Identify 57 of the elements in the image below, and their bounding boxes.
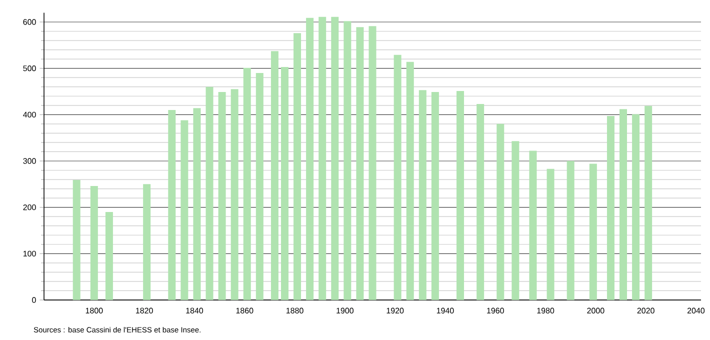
bar bbox=[431, 92, 439, 300]
bar bbox=[566, 160, 574, 300]
bar bbox=[318, 16, 326, 300]
bar bbox=[193, 108, 201, 300]
y-tick-label: 300 bbox=[23, 158, 36, 164]
bar bbox=[476, 104, 484, 300]
bar bbox=[632, 114, 640, 300]
bar bbox=[72, 180, 80, 300]
x-tick-label: 2040 bbox=[687, 308, 705, 314]
bar bbox=[456, 91, 464, 300]
bar bbox=[143, 184, 151, 300]
bar bbox=[496, 124, 504, 300]
bar bbox=[620, 109, 628, 300]
bar bbox=[356, 27, 364, 300]
bar bbox=[280, 66, 288, 300]
bar bbox=[512, 141, 520, 300]
y-tick-label: 100 bbox=[23, 250, 36, 256]
bar bbox=[168, 110, 176, 300]
bar bbox=[180, 120, 188, 300]
x-tick-label: 1820 bbox=[136, 308, 153, 314]
bar bbox=[270, 51, 278, 300]
bar bbox=[589, 164, 597, 300]
bar bbox=[243, 68, 251, 300]
x-tick-label: 1920 bbox=[386, 308, 404, 314]
bar bbox=[344, 21, 352, 300]
bar bbox=[331, 16, 339, 300]
bar bbox=[294, 33, 302, 300]
bar bbox=[218, 92, 226, 300]
bar bbox=[529, 150, 537, 300]
x-tick-label: 2000 bbox=[587, 308, 604, 314]
bar bbox=[368, 26, 376, 300]
x-tick-label: 1880 bbox=[286, 308, 304, 314]
y-tick-label: 400 bbox=[23, 112, 36, 118]
bar bbox=[206, 86, 214, 300]
bar bbox=[90, 186, 98, 300]
x-tick-label: 1860 bbox=[236, 308, 254, 314]
bar bbox=[606, 116, 614, 300]
x-tick-label: 1840 bbox=[186, 308, 204, 314]
bar bbox=[394, 54, 402, 300]
bar bbox=[230, 89, 238, 300]
x-tick-label: 1940 bbox=[436, 308, 454, 314]
x-tick-label: 1800 bbox=[86, 308, 103, 314]
x-tick-label: 1900 bbox=[336, 308, 354, 314]
bar bbox=[546, 168, 554, 300]
y-tick-label: 600 bbox=[23, 19, 36, 25]
y-tick-label: 500 bbox=[23, 66, 36, 72]
bar bbox=[406, 62, 414, 300]
y-tick-label: 0 bbox=[32, 297, 36, 303]
bar bbox=[418, 90, 426, 300]
x-tick-label: 1980 bbox=[537, 308, 554, 314]
bar bbox=[306, 18, 314, 300]
x-tick-label: 1960 bbox=[487, 308, 504, 314]
y-tick-label: 200 bbox=[23, 204, 36, 210]
bar bbox=[644, 106, 652, 300]
bar bbox=[105, 212, 113, 300]
x-tick-label: 2020 bbox=[637, 308, 654, 314]
bar bbox=[256, 72, 264, 300]
